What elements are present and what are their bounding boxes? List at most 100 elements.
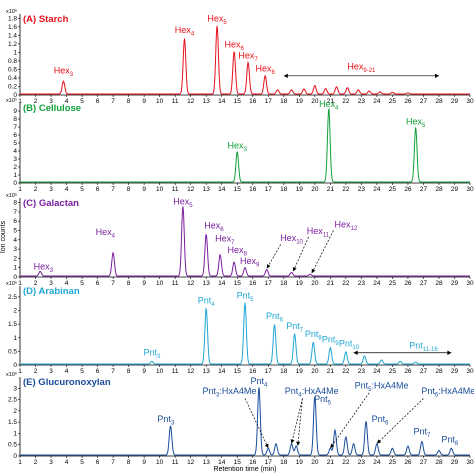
x-tick-label: 13 [203, 459, 211, 466]
peak-label-base: Hex [224, 39, 241, 49]
x-tick-label: 10 [156, 459, 164, 466]
x-tick-label: 10 [156, 98, 164, 105]
panel-title: (B) Cellulose [23, 103, 81, 114]
peak-label: Pnt4 [251, 376, 269, 389]
y-tick-label: 1.5 [8, 321, 17, 328]
x-tick-label: 22 [342, 186, 350, 193]
peak-label-sub: 5 [189, 203, 193, 209]
callout-arrow [311, 230, 334, 274]
x-tick-label: 17 [265, 186, 273, 193]
peak-annotation-base: Pnt [421, 386, 435, 396]
peak-label-base: Hex [215, 234, 232, 244]
peak-label-base: Hex [204, 221, 221, 231]
y-tick-label: 6 [13, 132, 17, 139]
x-tick-label: 13 [203, 186, 211, 193]
y-tick-label: 2.5 [8, 397, 17, 404]
y-tick-label: 2.5 [8, 294, 17, 301]
peak-annotation-suffix: :HxA4Me [438, 386, 474, 396]
peak-label-sub: 8 [318, 336, 322, 342]
x-tick-label: 17 [265, 280, 273, 287]
peak-label: Pnt9 [322, 335, 340, 348]
peak-label: Hex7 [238, 50, 258, 63]
peak-label-sub: 12 [351, 226, 358, 232]
y-tick-label: 3 [13, 385, 17, 392]
peak-label-base: Hex [335, 220, 352, 230]
peak-label-sub: 6 [280, 318, 284, 324]
peak-label: Pnt4 [198, 296, 216, 309]
y-tick-label: 1.4 [8, 32, 17, 39]
x-tick-label: 13 [203, 98, 211, 105]
peak-label-sub: 11-16 [423, 347, 439, 353]
peak-label: Pnt11-16 [409, 341, 438, 354]
peak-label: Hex4 [175, 25, 195, 38]
x-tick-label: 25 [389, 368, 397, 375]
x-tick-label: 25 [389, 98, 397, 105]
y-tick-label: 1 [13, 49, 17, 56]
peak-label-sub: 6 [220, 227, 224, 233]
x-tick-label: 14 [218, 98, 226, 105]
callout-arrow [297, 398, 303, 446]
x-tick-label: 30 [466, 459, 474, 466]
peak-label: Pnt5 [314, 394, 332, 407]
peak-label: Pnt6 [266, 311, 284, 324]
x-tick-label: 17 [265, 368, 273, 375]
x-tick-label: 16 [249, 280, 257, 287]
x-tick-label: 18 [280, 459, 288, 466]
series-trace [20, 25, 470, 95]
x-tick-label: 20 [311, 280, 319, 287]
y-tick-label: 0 [13, 274, 17, 281]
y-tick-label: 0 [13, 92, 17, 99]
x-tick-label: 21 [327, 186, 335, 193]
y-tick-label: 9 [13, 108, 17, 115]
x-tick-label: 5 [80, 280, 84, 287]
x-tick-label: 14 [218, 186, 226, 193]
peak-label-base: Hex [228, 245, 245, 255]
x-tick-label: 30 [466, 280, 474, 287]
y-tick-label: 7 [13, 124, 17, 131]
x-tick-label: 15 [234, 280, 242, 287]
peak-label-base: Hex [255, 64, 272, 74]
peak-label-base: Pnt [339, 338, 353, 348]
x-tick-label: 23 [358, 98, 366, 105]
y-tick-label: 0 [13, 180, 17, 187]
y-tick-label: 0.8 [8, 58, 17, 65]
x-tick-label: 4 [65, 368, 69, 375]
peak-label: Pnt6 [372, 414, 390, 427]
callout-arrow-head [292, 266, 297, 272]
peak-annotation: Pnt3:HxA4Me [203, 386, 257, 399]
x-tick-label: 25 [389, 280, 397, 287]
x-tick-label: 13 [203, 368, 211, 375]
x-tick-label: 14 [218, 280, 226, 287]
x-tick-label: 3 [49, 459, 53, 466]
x-tick-label: 26 [404, 368, 412, 375]
peak-label-base: Pnt [322, 335, 336, 345]
peak-label-sub: 4 [112, 234, 116, 240]
x-tick-label: 5 [80, 368, 84, 375]
x-tick-label: 23 [358, 280, 366, 287]
x-tick-label: 27 [420, 98, 428, 105]
peak-annotation-base: Pnt [355, 380, 369, 390]
x-tick-label: 20 [311, 98, 319, 105]
x-tick-label: 27 [420, 459, 428, 466]
x-tick-label: 20 [311, 459, 319, 466]
x-tick-label: 19 [296, 459, 304, 466]
peak-label: Hex7 [215, 234, 235, 247]
y-tick-label: 1.8 [8, 15, 17, 22]
x-tick-label: 1 [18, 98, 22, 105]
peak-label: Hex4 [319, 99, 339, 112]
x-tick-label: 29 [451, 98, 459, 105]
peak-label: Pnt3 [143, 347, 161, 360]
x-tick-label: 16 [249, 368, 257, 375]
peak-label: Hex6 [204, 221, 224, 234]
y-tick-label: 0.5 [8, 442, 17, 449]
peak-label-base: Hex [347, 61, 364, 71]
x-tick-label: 30 [466, 186, 474, 193]
x-tick-label: 11 [172, 280, 179, 287]
peak-label: Hex9-21 [347, 61, 376, 74]
peak-label-base: Pnt [372, 414, 386, 424]
y-tick-label: 4 [13, 237, 17, 244]
y-tick-label: 2 [13, 308, 17, 315]
x-tick-label: 21 [327, 98, 335, 105]
series-trace [20, 302, 470, 365]
y-tick-label: 0.2 [8, 83, 17, 90]
